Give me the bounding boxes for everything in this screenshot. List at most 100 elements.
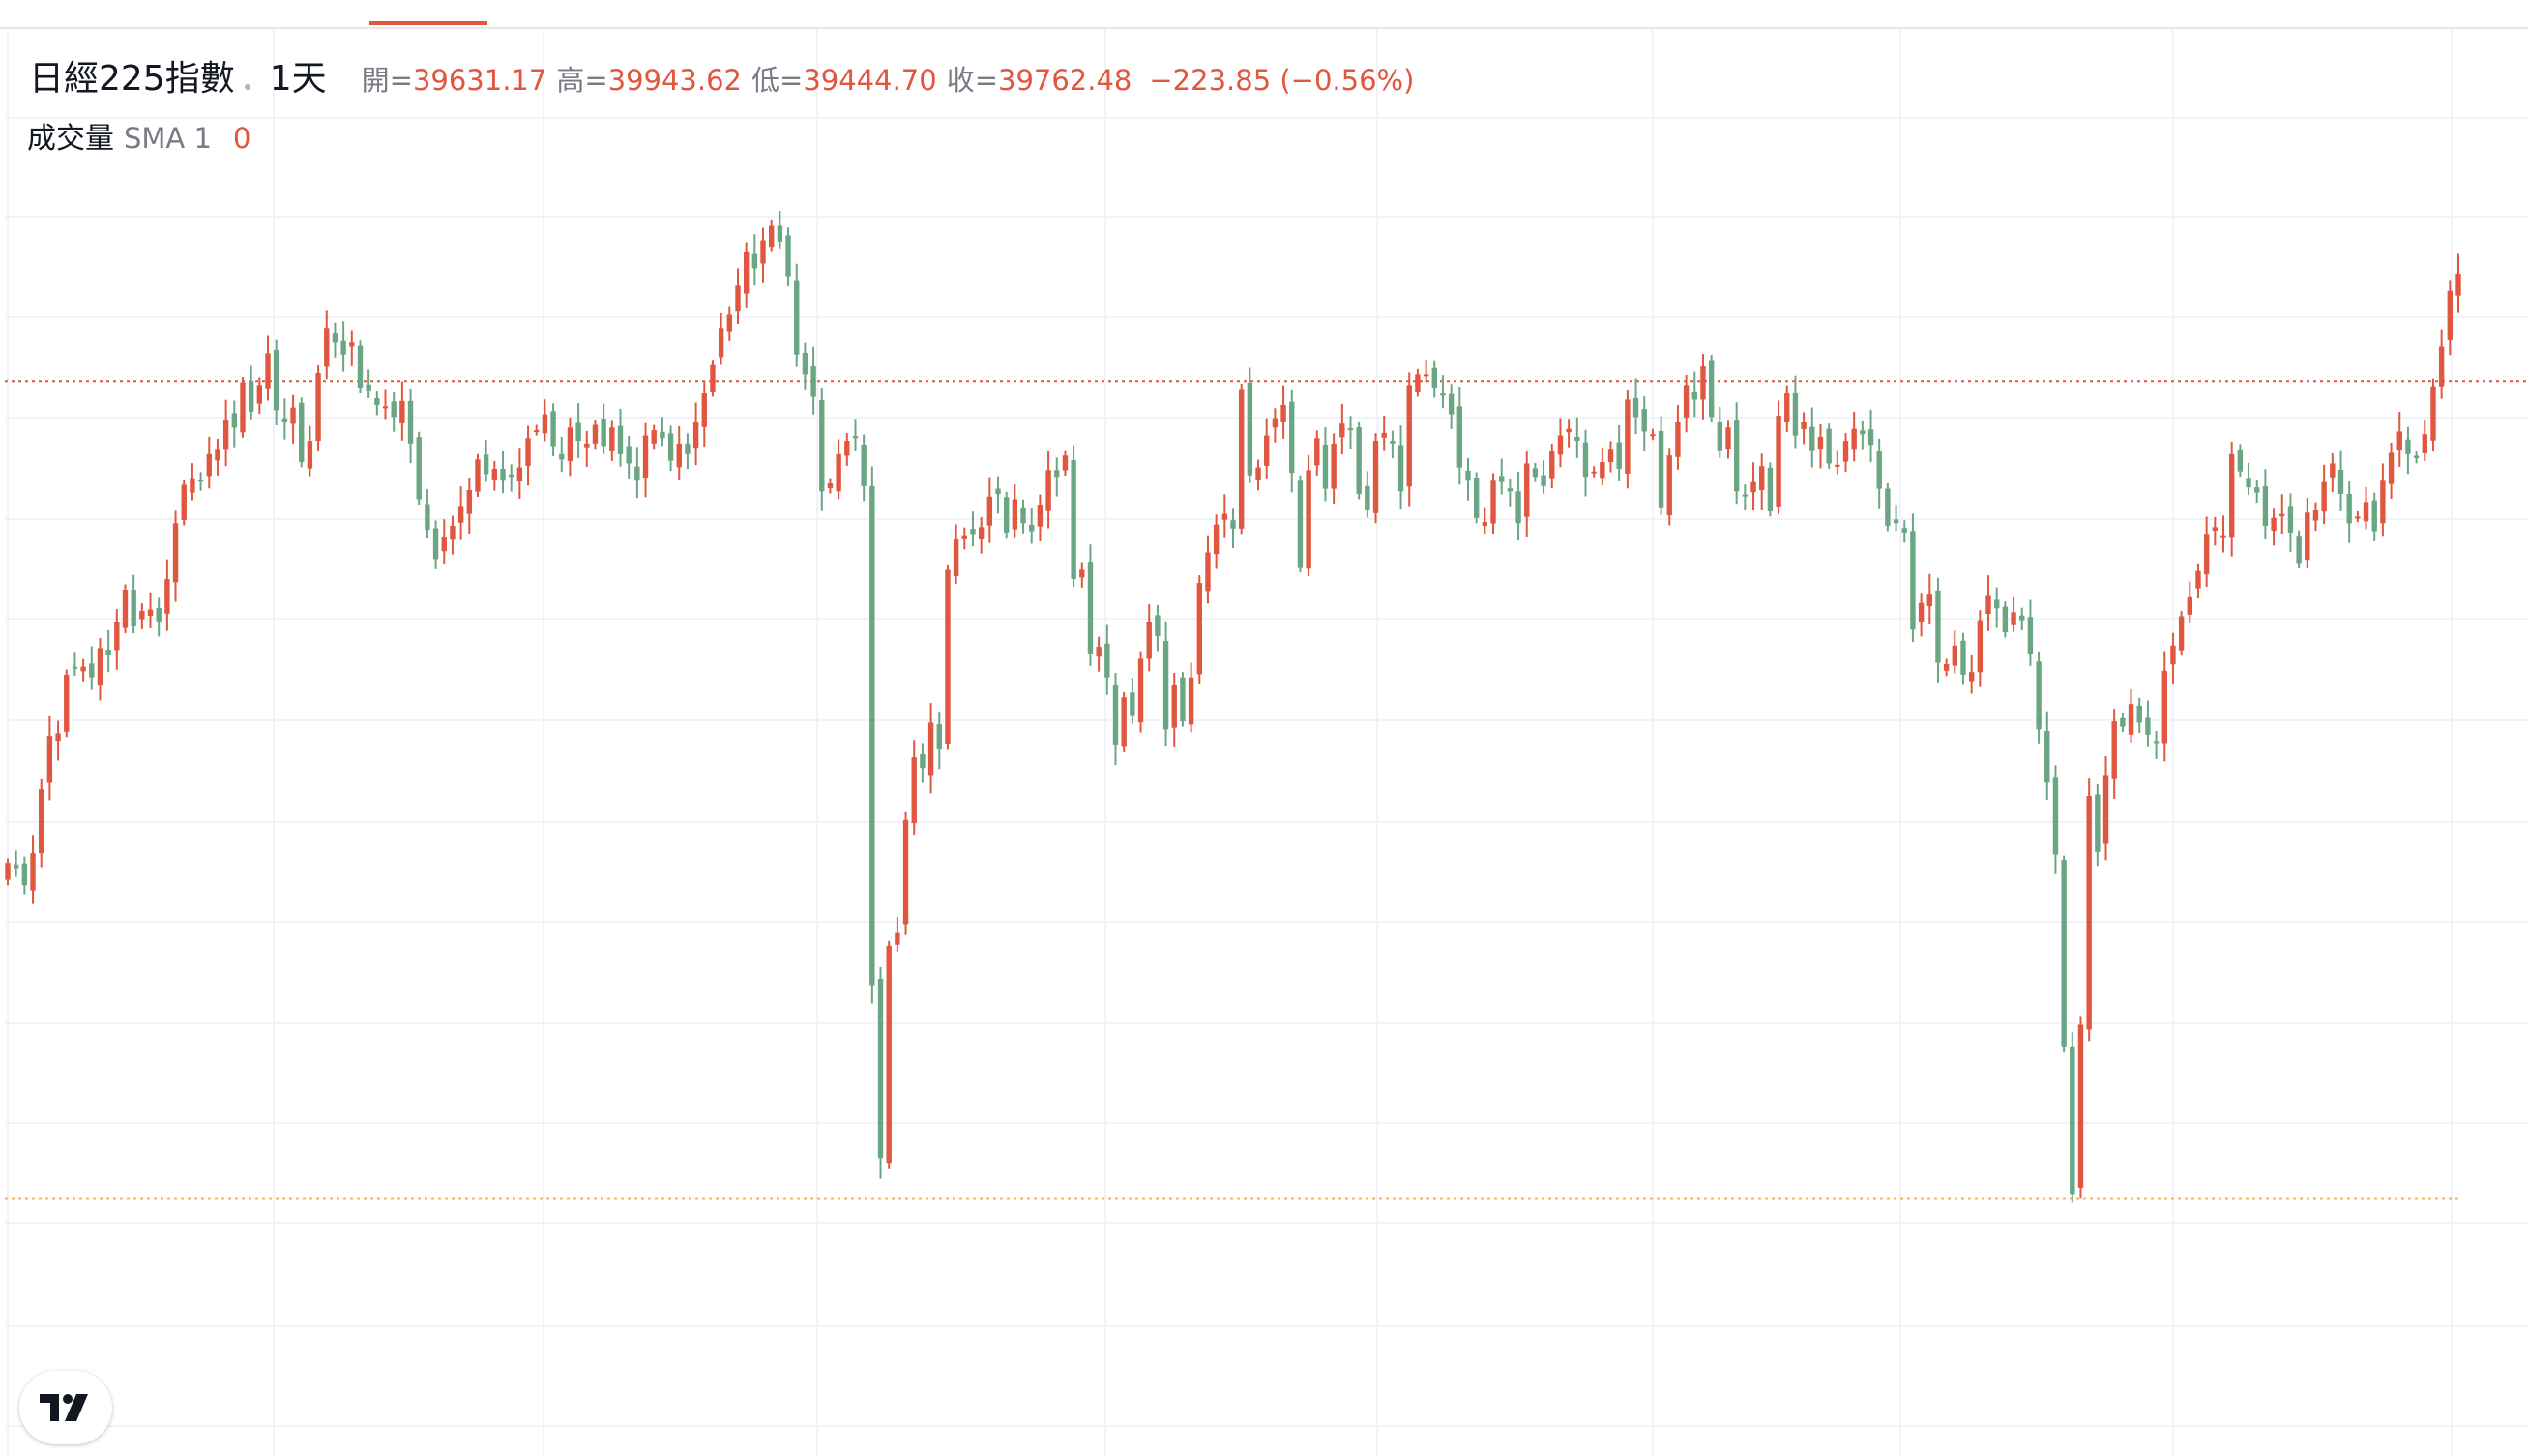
candle bbox=[542, 399, 548, 442]
candle bbox=[769, 219, 775, 252]
candle bbox=[534, 424, 540, 436]
candle bbox=[785, 227, 791, 287]
candle-body bbox=[592, 424, 599, 444]
candle bbox=[1029, 508, 1035, 544]
candle bbox=[1431, 360, 1437, 398]
candle bbox=[281, 398, 288, 440]
candle bbox=[1742, 484, 1749, 510]
candle bbox=[450, 515, 456, 555]
candle-body bbox=[281, 418, 288, 422]
candle-body bbox=[2128, 704, 2134, 735]
candle-body bbox=[2170, 645, 2176, 665]
candle bbox=[726, 306, 733, 341]
symbol-name[interactable]: 日經225指數 bbox=[29, 59, 235, 99]
candle bbox=[995, 476, 1001, 514]
candle-body bbox=[5, 863, 11, 880]
candle-body bbox=[710, 364, 716, 392]
volume-legend[interactable]: 成交量 SMA 1 0 bbox=[27, 114, 250, 157]
candle bbox=[2077, 1016, 2084, 1199]
candle-body bbox=[197, 480, 204, 482]
candle bbox=[751, 234, 758, 286]
candle-body bbox=[1490, 480, 1496, 524]
candle bbox=[626, 436, 632, 479]
candle-body bbox=[542, 414, 548, 434]
candle-body bbox=[986, 496, 993, 526]
candle bbox=[794, 263, 800, 367]
candle-body bbox=[1733, 420, 1740, 492]
candle bbox=[256, 377, 263, 415]
candle bbox=[886, 940, 892, 1169]
candle bbox=[1440, 375, 1446, 409]
candle bbox=[190, 463, 195, 501]
candle-body bbox=[2355, 516, 2361, 519]
candle bbox=[1574, 417, 1580, 458]
candle bbox=[869, 466, 875, 1004]
candle-body bbox=[1893, 519, 1899, 524]
candle bbox=[231, 400, 237, 448]
candle bbox=[2102, 756, 2109, 861]
candle bbox=[810, 346, 816, 415]
candle bbox=[72, 652, 78, 677]
candle bbox=[2455, 253, 2461, 313]
candle bbox=[911, 740, 917, 835]
candle-body bbox=[2388, 452, 2395, 484]
candle bbox=[1809, 407, 1815, 468]
candle bbox=[895, 917, 900, 952]
candle bbox=[2095, 783, 2101, 867]
candle-body bbox=[920, 753, 926, 769]
candle-body bbox=[1448, 393, 1455, 415]
candle bbox=[39, 778, 44, 868]
candle-body bbox=[2371, 500, 2377, 532]
candle-body bbox=[374, 398, 380, 405]
candle bbox=[1297, 475, 1304, 573]
candle-body bbox=[307, 441, 313, 469]
candle-body bbox=[1062, 455, 1069, 471]
candle-body bbox=[1835, 464, 1840, 467]
candle bbox=[2355, 510, 2361, 523]
candle-body bbox=[457, 506, 464, 523]
candle bbox=[299, 397, 305, 468]
candle bbox=[97, 638, 103, 701]
timeframe-label[interactable]: 1天 bbox=[269, 59, 327, 99]
candle-body bbox=[1121, 697, 1127, 747]
candle bbox=[945, 564, 951, 750]
high-label: 高= bbox=[556, 64, 608, 97]
candle-body bbox=[172, 523, 179, 583]
candle bbox=[861, 434, 867, 502]
candle bbox=[156, 597, 162, 637]
close-label: 收= bbox=[946, 64, 998, 97]
candle bbox=[1306, 454, 1311, 577]
candle-body bbox=[1985, 595, 1991, 615]
candle bbox=[1465, 457, 1471, 501]
candle-body bbox=[852, 436, 859, 439]
candle bbox=[1952, 630, 1958, 674]
candle bbox=[391, 391, 397, 432]
candle-body bbox=[13, 864, 19, 869]
candle-body bbox=[1188, 677, 1194, 725]
candle-body bbox=[1977, 620, 1984, 673]
high-value: 39943.62 bbox=[607, 64, 742, 97]
candle-body bbox=[735, 285, 741, 312]
candle bbox=[1666, 448, 1672, 526]
candle-body bbox=[2136, 705, 2142, 723]
candle-body bbox=[2187, 596, 2192, 615]
candle bbox=[1331, 433, 1337, 504]
candle bbox=[802, 342, 808, 390]
candle bbox=[2330, 452, 2336, 493]
candle bbox=[21, 856, 28, 895]
open-value: 39631.17 bbox=[412, 64, 547, 97]
candle-body bbox=[1750, 481, 1756, 493]
tradingview-logo-icon[interactable] bbox=[19, 1371, 112, 1444]
candle bbox=[2086, 778, 2092, 1042]
candle bbox=[718, 312, 724, 365]
candle bbox=[349, 330, 355, 366]
candle-body bbox=[869, 485, 875, 986]
candle bbox=[2246, 462, 2251, 496]
candle bbox=[844, 433, 850, 466]
candle bbox=[584, 430, 590, 468]
candle bbox=[953, 524, 959, 584]
candle bbox=[1935, 577, 1941, 683]
candle-body bbox=[1842, 441, 1849, 462]
candle bbox=[970, 511, 976, 547]
